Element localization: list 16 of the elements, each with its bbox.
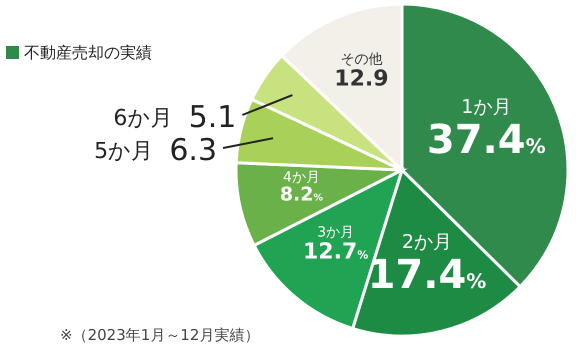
- data-label: 5.1: [188, 100, 236, 135]
- slice-label: 3か月: [317, 224, 354, 241]
- slice-label: 6か月: [113, 106, 172, 131]
- slice-label: 4か月: [282, 169, 320, 186]
- data-label: 37.4%: [426, 116, 546, 163]
- data-label: 12.7%: [302, 240, 368, 265]
- data-label: 8.2%: [280, 183, 324, 206]
- data-label: 6.3: [169, 133, 218, 168]
- slice-label: 1か月: [461, 96, 512, 118]
- slice-label: 5か月: [94, 139, 154, 164]
- slice-label: その他: [340, 51, 382, 68]
- legend-title: 不動産売却の実績: [24, 43, 152, 62]
- slice-label: 2か月: [402, 230, 452, 253]
- data-label: 12.9: [334, 66, 389, 92]
- text: ※（2023年1月～12月実績）: [60, 326, 260, 344]
- data-label: 17.4%: [368, 252, 486, 298]
